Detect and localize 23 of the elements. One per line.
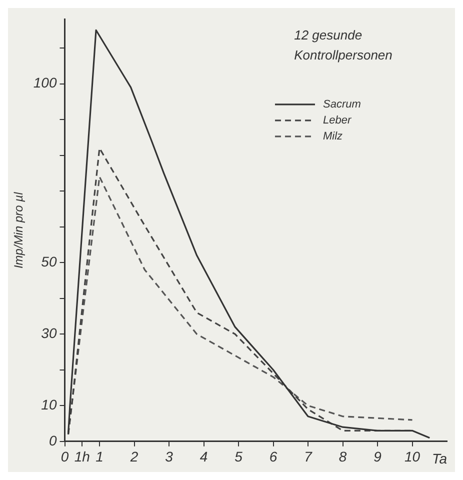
y-tick-label: 10: [41, 396, 57, 413]
x-tick-label: 1: [96, 448, 104, 465]
y-axis-title: Imp/Min pro µl: [12, 192, 26, 269]
x-tick-label: 2: [129, 448, 138, 465]
x-tick-label: 5: [234, 448, 243, 465]
y-tick-label: 100: [33, 74, 57, 91]
x-tick-label: 0: [60, 448, 69, 465]
legend-label: Sacrum: [322, 98, 361, 110]
legend-label: Milz: [322, 130, 344, 142]
x-tick-label: 9: [374, 448, 382, 465]
x-tick-label: 8: [338, 448, 347, 465]
annotation: 12 gesunde Kontrollpersonen: [294, 28, 392, 63]
legend-label: Leber: [322, 114, 352, 126]
y-tick-label: 0: [48, 432, 57, 448]
x-tick-label: 6: [269, 448, 278, 465]
x-tick-label: 10: [404, 448, 420, 465]
y-tick-label: 30: [41, 325, 57, 342]
x-tick-label: 7: [304, 448, 314, 465]
x-tick-label: 3: [165, 448, 174, 465]
x-axis-title: Ta: [432, 450, 448, 466]
x-tick-label: 4: [200, 448, 208, 465]
y-tick-label: 50: [41, 253, 57, 270]
x-tick-label: 1h: [74, 448, 90, 465]
